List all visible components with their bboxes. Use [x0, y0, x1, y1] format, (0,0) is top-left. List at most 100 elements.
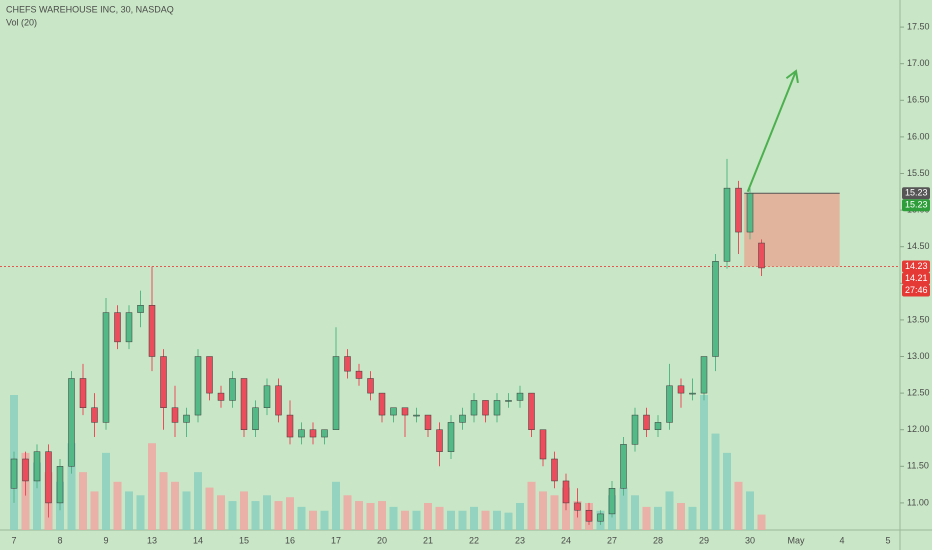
volume-bar — [688, 506, 697, 530]
candle-body — [620, 444, 627, 489]
candle-body — [355, 370, 363, 379]
volume-bar — [90, 491, 99, 530]
y-tick-label: 16.00 — [907, 131, 930, 141]
candle-body — [574, 502, 581, 511]
candle-body — [206, 356, 213, 394]
candle-body — [102, 312, 110, 423]
price-tag-label: 15.23 — [905, 188, 928, 198]
candle-body — [22, 458, 29, 482]
x-tick-label: 13 — [147, 535, 157, 545]
candle-body — [436, 429, 443, 452]
candle-body — [447, 422, 455, 452]
volume-bar — [389, 506, 398, 530]
candle-body — [654, 422, 662, 430]
candle-body — [240, 378, 248, 430]
volume-bar — [194, 472, 202, 530]
volume-bar — [79, 472, 87, 530]
candle-body — [171, 407, 179, 423]
candle-body — [217, 392, 225, 401]
price-tag-label: 14.23 — [905, 261, 928, 271]
volume-bar — [205, 487, 214, 530]
candle-body — [275, 385, 282, 416]
candle-body — [229, 378, 236, 401]
chart-title: CHEFS WAREHOUSE INC, 30, NASDAQ — [6, 4, 174, 14]
volume-bar — [228, 501, 237, 530]
candle-body — [505, 400, 512, 402]
volume-bar — [332, 481, 340, 530]
candle-body — [470, 400, 478, 416]
volume-label: Vol (20) — [6, 17, 37, 27]
y-tick-label: 11.50 — [907, 461, 929, 471]
volume-bar — [297, 506, 306, 530]
volume-bar — [320, 510, 329, 530]
candle-body — [33, 451, 41, 482]
volume-bar — [171, 481, 179, 530]
candle-body — [723, 187, 731, 262]
y-tick-label: 13.00 — [907, 351, 930, 361]
x-tick-label: 8 — [57, 535, 62, 545]
arrow-line — [746, 70, 797, 193]
candle-body — [263, 385, 271, 408]
volume-bar — [125, 491, 133, 530]
candle-body — [562, 480, 570, 504]
volume-bar — [274, 501, 283, 530]
candle-body — [735, 187, 742, 233]
x-tick-label: 28 — [653, 535, 663, 545]
candle-body — [390, 407, 397, 416]
x-tick-label: 5 — [885, 535, 890, 545]
y-tick-label: 12.50 — [907, 387, 930, 397]
volume-bar — [481, 510, 490, 530]
candle-body — [10, 458, 18, 489]
volume-bar — [757, 514, 766, 530]
candle-body — [482, 400, 489, 416]
candle-body — [56, 466, 64, 504]
candle-body — [45, 451, 52, 504]
candle-body — [68, 378, 75, 467]
candle-body — [551, 458, 558, 482]
candle-body — [344, 356, 351, 372]
y-tick-label: 13.50 — [907, 314, 930, 324]
price-tag — [902, 260, 930, 273]
volume-bar — [148, 443, 156, 530]
x-tick-label: 30 — [745, 535, 755, 545]
candle-body — [677, 385, 685, 394]
volume-bar — [182, 491, 191, 530]
volume-bar — [159, 472, 168, 530]
price-tag-label: 14.21 — [905, 273, 928, 283]
countdown-label: 27:46 — [905, 285, 928, 295]
x-tick-label: 15 — [239, 535, 249, 545]
candle-body — [332, 356, 340, 430]
x-tick-label: May — [787, 535, 805, 545]
candle-body — [758, 242, 765, 269]
countdown-tag — [902, 284, 930, 297]
x-tick-label: 7 — [11, 535, 16, 545]
volume-bar — [504, 512, 513, 530]
candle-body — [309, 429, 317, 438]
candle-body — [585, 509, 593, 522]
volume-bar — [435, 506, 444, 530]
candle-body — [91, 407, 98, 423]
volume-bar — [113, 481, 122, 530]
volume-bar — [378, 501, 386, 530]
price-tag — [902, 187, 930, 200]
candle-body — [666, 385, 673, 423]
volume-bar — [33, 462, 41, 530]
candle-body — [114, 312, 121, 343]
volume-bar — [102, 452, 110, 530]
candle-body — [700, 356, 708, 394]
y-tick-label: 17.50 — [907, 21, 930, 31]
candle-body — [367, 378, 374, 394]
x-tick-label: 23 — [515, 535, 525, 545]
candle-body — [516, 392, 524, 401]
y-tick-label: 17.00 — [907, 58, 930, 68]
volume-bar — [642, 506, 651, 530]
volume-bar — [746, 491, 754, 530]
volume-bar — [217, 495, 225, 530]
candle-body — [137, 305, 144, 313]
candle-body — [79, 378, 87, 408]
x-tick-label: 14 — [193, 535, 203, 545]
volume-bar — [240, 491, 248, 530]
volume-bar — [136, 495, 145, 530]
candle-body — [125, 312, 133, 343]
